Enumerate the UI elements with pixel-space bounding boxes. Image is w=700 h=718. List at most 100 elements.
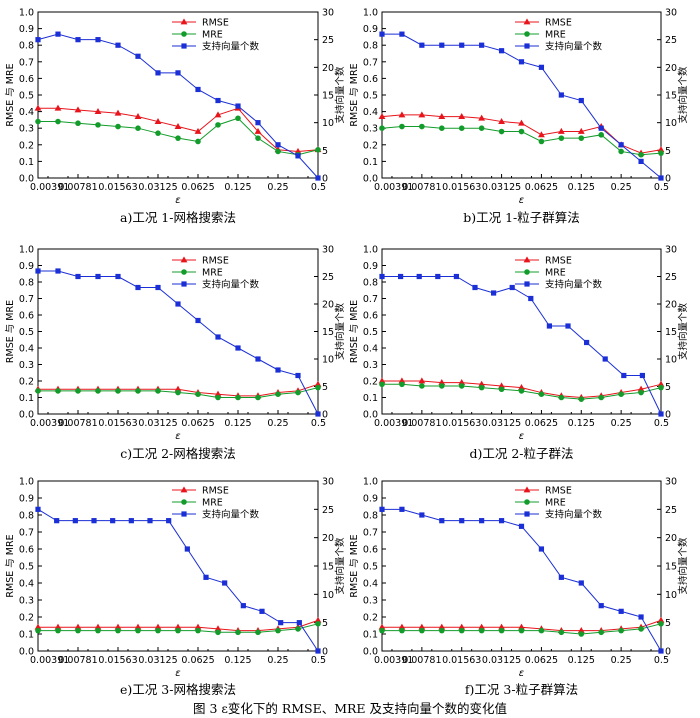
data-point [398,623,406,630]
data-point [115,123,121,130]
data-point [584,339,590,346]
data-point [518,128,525,135]
data-point [602,356,608,362]
series-支持向量个数 [35,506,321,654]
y-left-tick-label: 0.8 [19,41,34,52]
legend-label: MRE [202,30,223,41]
data-point [235,629,241,636]
chart-panel-a: 0.0 0.1 0.2 0.3 0.4 0.5 0.6 0.7 0.8 0.9 1.0 0 5 10 15 2… [5,8,346,226]
legend-marker [181,269,187,275]
data-point [174,623,182,630]
data-point [638,389,644,396]
y-right-tick-label: 25 [665,505,677,516]
x-tick-label: 0.5 [654,182,669,193]
data-point [275,367,281,373]
data-point [255,120,261,126]
y-right-tick-label: 20 [322,533,334,544]
data-point [578,135,585,141]
data-point [128,518,134,524]
chart-panel-c: 0.0 0.1 0.2 0.3 0.4 0.5 0.6 0.7 0.8 0.9 1.0 0 5 10 15 2… [5,245,346,462]
data-point [235,345,241,351]
legend-marker [524,31,530,37]
data-point [114,109,122,116]
y-right-tick-label: 25 [665,35,677,46]
y-right-tick-label: 10 [665,590,677,601]
y-left-tick-label: 0.6 [19,311,34,322]
data-point [598,629,605,636]
y-left-axis-label: RMSE 与 MRE [5,534,16,597]
y-left-tick-label: 0.4 [363,107,378,118]
y-right-tick-label: 0 [322,647,328,658]
data-point [55,118,61,125]
data-point [419,512,425,518]
y-right-tick-label: 30 [665,245,677,256]
data-point [416,273,422,280]
data-point [438,112,446,119]
x-tick-label: 0.0625 [525,182,558,193]
x-tick-label: 0.03125 [482,182,521,193]
data-point [398,377,406,384]
y-right-tick-label: 10 [322,118,334,129]
x-tick-label: 0.25 [611,418,632,429]
y-left-tick-label: 0.5 [19,91,34,102]
x-tick-label: 0.00391 [30,182,69,193]
data-point [658,411,664,417]
data-point [55,268,61,274]
y-left-tick-label: 0.2 [19,377,34,388]
x-tick-label: 0.01563 [98,418,137,429]
data-point [147,518,153,524]
data-point [275,627,281,634]
y-left-tick-label: 0.6 [19,545,34,556]
panel-caption: c)工况 2-网格搜索法 [120,446,236,461]
y-right-tick-label: 20 [665,63,677,74]
data-point [558,394,565,401]
x-tick-label: 0.00781 [58,655,97,666]
chart-panel-d: 0.0 0.1 0.2 0.3 0.4 0.5 0.6 0.7 0.8 0.9 1.0 0 5 10 15 2… [349,245,689,462]
y-left-tick-label: 0.9 [363,261,378,272]
data-point [175,301,181,307]
data-point [54,104,62,111]
series-MRE [379,381,664,402]
data-point [598,132,605,138]
data-point [621,372,627,379]
legend-marker [181,511,187,517]
data-point [154,117,162,124]
data-point [538,138,545,145]
x-tick-label: 0.0625 [181,182,214,193]
chart-panel-f: 0.0 0.1 0.2 0.3 0.4 0.5 0.6 0.7 0.8 0.9 1.0 0 5 10 15 2… [349,477,689,698]
data-point [55,627,61,634]
data-point [498,48,505,54]
data-point [75,627,81,634]
y-left-tick-label: 1.0 [19,477,34,488]
data-point [75,120,81,127]
data-point [295,153,301,159]
data-point [214,390,222,397]
legend-marker [524,281,530,287]
data-point [95,37,101,43]
y-left-axis-label: RMSE 与 MRE [349,534,360,597]
data-point [255,629,261,636]
y-right-axis-label: 支持向量个数 [334,303,346,361]
y-left-tick-label: 0.6 [19,74,34,85]
y-right-tick-label: 20 [665,300,677,311]
data-point [174,385,182,392]
y-right-tick-label: 5 [322,146,328,157]
y-right-tick-label: 5 [322,618,328,629]
chart-panel-e: 0.0 0.1 0.2 0.3 0.4 0.5 0.6 0.7 0.8 0.9 1.0 0 5 10 15 2… [5,477,346,698]
legend-label: 支持向量个数 [545,279,603,291]
data-point [453,273,459,280]
x-tick-label: 0.25 [267,418,288,429]
y-left-tick-label: 0.2 [363,140,378,151]
data-point [498,623,505,630]
data-point [215,97,221,104]
data-point [255,135,261,141]
data-point [598,125,604,131]
data-point [134,112,142,119]
series-支持向量个数 [35,268,321,417]
data-point [194,127,202,134]
y-left-tick-label: 1.0 [363,8,378,19]
data-point [315,621,321,627]
y-left-tick-label: 0.1 [363,630,378,641]
series-支持向量个数 [35,31,321,181]
y-left-tick-label: 0.0 [363,174,378,185]
